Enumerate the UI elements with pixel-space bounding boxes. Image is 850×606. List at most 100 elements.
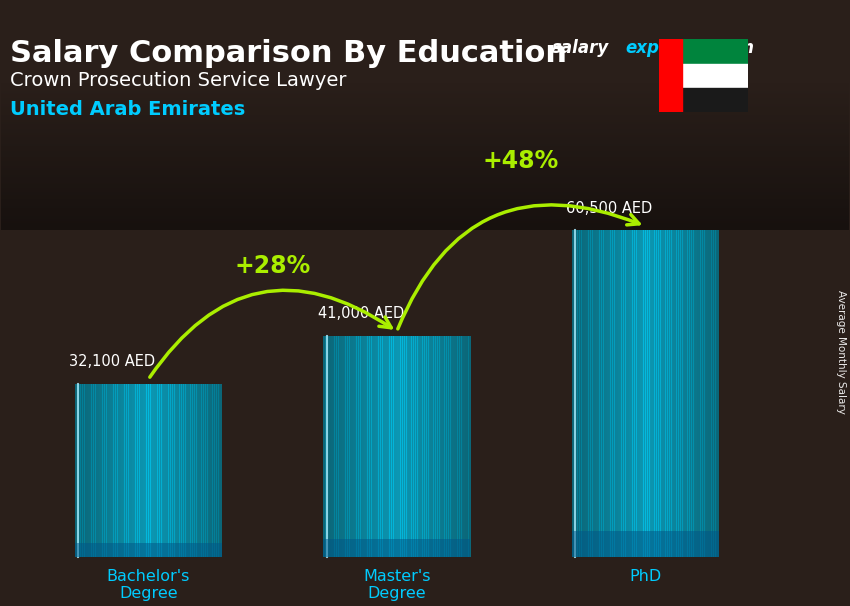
Bar [684, 230, 686, 557]
Text: salary: salary [552, 39, 609, 58]
Bar [168, 384, 171, 557]
Bar [2, 115, 848, 116]
Bar [354, 336, 357, 557]
Bar [577, 230, 580, 557]
Bar [121, 384, 123, 557]
Bar [2, 105, 848, 107]
Bar [2, 141, 848, 142]
Bar [424, 336, 427, 557]
Bar [594, 230, 597, 557]
Text: +48%: +48% [483, 149, 559, 173]
Bar [419, 336, 422, 557]
Bar [2, 181, 848, 182]
Bar [326, 336, 327, 557]
Bar [629, 230, 632, 557]
Bar [700, 230, 703, 557]
Bar [673, 230, 675, 557]
Bar [75, 543, 222, 557]
Bar [605, 230, 607, 557]
Bar [457, 336, 460, 557]
Bar [432, 336, 434, 557]
Bar [2, 216, 848, 218]
Bar [581, 230, 583, 557]
Bar [2, 201, 848, 203]
Bar [2, 212, 848, 214]
Bar [2, 190, 848, 191]
Bar [174, 384, 176, 557]
Bar [2, 203, 848, 205]
Bar [689, 230, 692, 557]
Bar [338, 336, 340, 557]
Bar [190, 384, 193, 557]
Bar [586, 230, 589, 557]
Bar [711, 230, 714, 557]
Bar [708, 230, 710, 557]
Bar [2, 107, 848, 109]
Bar [203, 384, 206, 557]
Bar [596, 230, 598, 557]
Bar [2, 125, 848, 127]
Bar [2, 161, 848, 162]
Bar [364, 336, 366, 557]
Bar [218, 384, 220, 557]
Bar [214, 384, 217, 557]
Bar [434, 336, 436, 557]
Bar [678, 230, 681, 557]
Bar [2, 87, 848, 89]
Bar [207, 384, 209, 557]
Bar [375, 336, 377, 557]
Bar [671, 230, 673, 557]
Bar [631, 230, 633, 557]
Bar [572, 230, 575, 557]
Bar [332, 336, 335, 557]
Bar [445, 336, 447, 557]
Bar [694, 230, 697, 557]
Bar [91, 384, 94, 557]
Bar [717, 230, 719, 557]
Bar [105, 384, 106, 557]
Bar [178, 384, 180, 557]
Bar [369, 336, 371, 557]
Bar [656, 230, 659, 557]
Bar [467, 336, 469, 557]
Bar [165, 384, 167, 557]
Bar [669, 230, 672, 557]
Bar [2, 173, 848, 175]
Bar [2, 198, 848, 199]
Bar [157, 384, 160, 557]
Bar [415, 336, 417, 557]
Bar [2, 98, 848, 100]
Bar [397, 336, 400, 557]
Bar [623, 230, 626, 557]
Bar [659, 39, 682, 112]
Bar [618, 230, 620, 557]
Bar [340, 336, 343, 557]
Bar [119, 384, 122, 557]
Bar [111, 384, 114, 557]
Bar [2, 227, 848, 228]
Bar [616, 230, 618, 557]
Bar [426, 336, 428, 557]
Bar [137, 384, 139, 557]
Text: Bachelor's
Degree: Bachelor's Degree [106, 569, 190, 601]
Bar [441, 336, 443, 557]
Bar [2, 223, 848, 225]
Bar [126, 384, 128, 557]
Bar [704, 230, 706, 557]
Bar [356, 336, 359, 557]
Bar [2, 184, 848, 186]
Bar [102, 384, 105, 557]
Bar [170, 384, 173, 557]
Bar [2, 109, 848, 111]
Bar [659, 64, 748, 88]
Bar [2, 159, 848, 161]
Bar [612, 230, 615, 557]
Bar [2, 162, 848, 164]
Bar [588, 230, 591, 557]
Bar [78, 384, 81, 557]
Bar [148, 384, 150, 557]
Bar [110, 384, 112, 557]
Bar [400, 336, 403, 557]
Bar [686, 230, 688, 557]
Bar [572, 531, 719, 557]
